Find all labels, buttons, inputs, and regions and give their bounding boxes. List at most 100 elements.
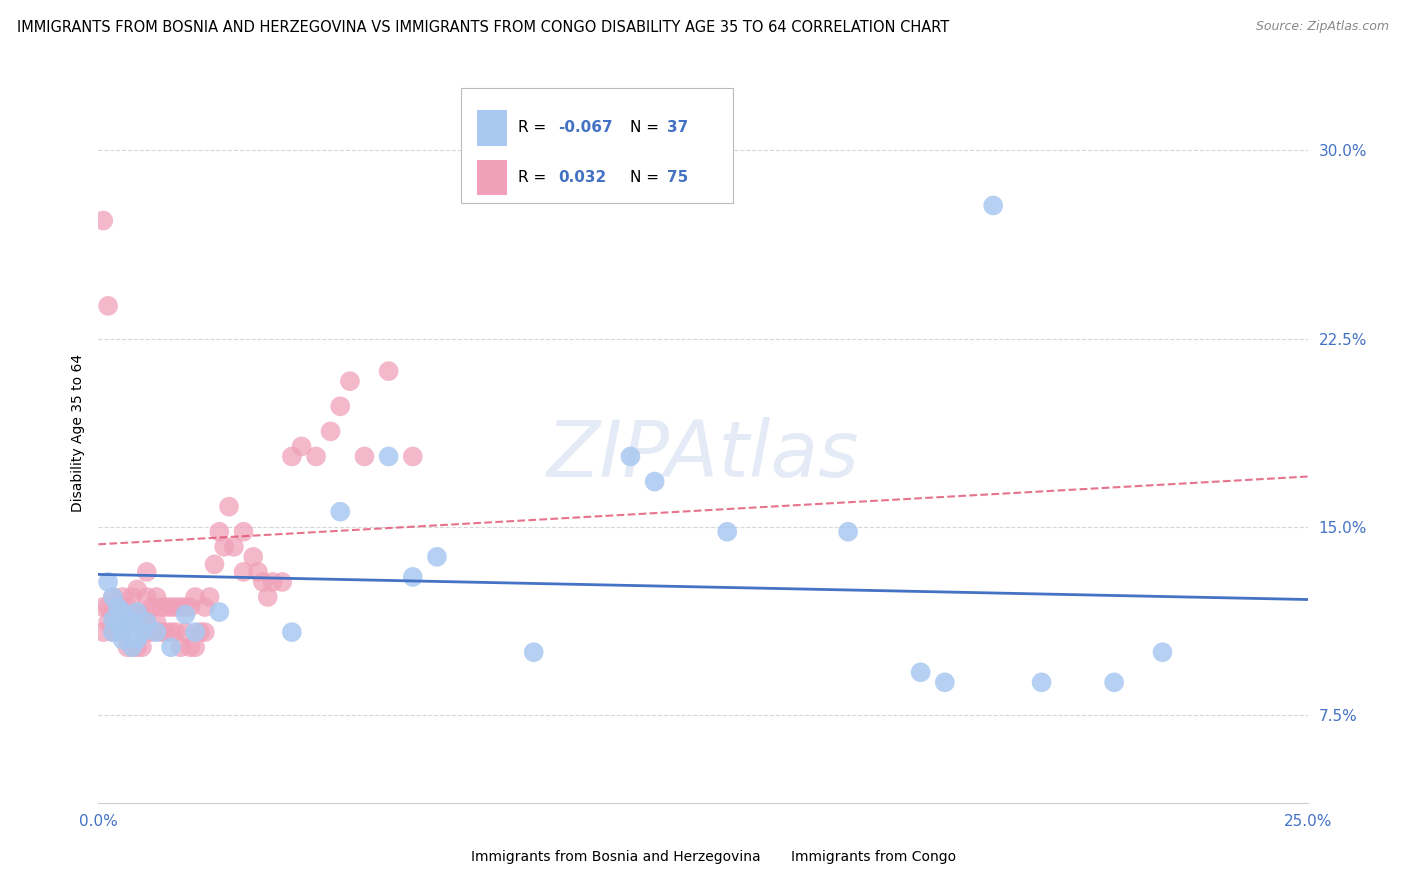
Point bbox=[426, 549, 449, 564]
Point bbox=[981, 198, 1004, 212]
Point bbox=[145, 615, 167, 629]
Point bbox=[160, 640, 183, 655]
Point bbox=[281, 625, 304, 640]
Point bbox=[107, 615, 129, 629]
Point bbox=[117, 615, 139, 629]
Point bbox=[111, 605, 134, 619]
FancyBboxPatch shape bbox=[461, 88, 734, 203]
Point bbox=[97, 299, 120, 313]
Point bbox=[184, 640, 207, 655]
Text: 75: 75 bbox=[666, 169, 688, 185]
Point bbox=[131, 640, 153, 655]
Point bbox=[155, 625, 177, 640]
Point bbox=[934, 675, 956, 690]
Point bbox=[184, 590, 207, 604]
Point bbox=[131, 625, 153, 640]
FancyBboxPatch shape bbox=[477, 110, 508, 145]
Point bbox=[232, 524, 254, 539]
Point bbox=[402, 570, 425, 584]
Point bbox=[1152, 645, 1174, 659]
Point bbox=[127, 640, 149, 655]
Point bbox=[91, 625, 114, 640]
Text: ZIPAtlas: ZIPAtlas bbox=[547, 417, 859, 493]
Point bbox=[179, 640, 201, 655]
Point bbox=[339, 374, 361, 388]
Point bbox=[281, 450, 304, 464]
Point bbox=[165, 625, 187, 640]
Point bbox=[232, 565, 254, 579]
Point bbox=[135, 607, 157, 622]
Point bbox=[127, 632, 149, 647]
Point bbox=[97, 615, 120, 629]
Point bbox=[127, 607, 149, 622]
Point bbox=[121, 640, 143, 655]
Text: -0.067: -0.067 bbox=[558, 120, 613, 135]
Point bbox=[319, 425, 342, 439]
Point bbox=[174, 625, 197, 640]
Text: Immigrants from Bosnia and Herzegovina: Immigrants from Bosnia and Herzegovina bbox=[471, 850, 761, 863]
Point bbox=[107, 615, 129, 629]
Point bbox=[131, 607, 153, 622]
Point bbox=[121, 615, 143, 629]
Point bbox=[97, 600, 120, 615]
Point bbox=[127, 582, 149, 597]
Point bbox=[101, 625, 124, 640]
Point bbox=[117, 615, 139, 629]
Text: IMMIGRANTS FROM BOSNIA AND HERZEGOVINA VS IMMIGRANTS FROM CONGO DISABILITY AGE 3: IMMIGRANTS FROM BOSNIA AND HERZEGOVINA V… bbox=[17, 20, 949, 35]
Text: 37: 37 bbox=[666, 120, 688, 135]
Point bbox=[150, 600, 173, 615]
Point bbox=[222, 540, 245, 554]
Point bbox=[523, 645, 546, 659]
Point bbox=[619, 450, 641, 464]
Point bbox=[145, 590, 167, 604]
Point bbox=[101, 590, 124, 604]
Point bbox=[242, 549, 264, 564]
Y-axis label: Disability Age 35 to 64: Disability Age 35 to 64 bbox=[70, 353, 84, 512]
Point bbox=[121, 590, 143, 604]
Point bbox=[91, 213, 114, 227]
Point bbox=[194, 625, 217, 640]
Point bbox=[198, 590, 221, 604]
Point bbox=[101, 625, 124, 640]
Point bbox=[329, 505, 352, 519]
Point bbox=[247, 565, 270, 579]
Text: Immigrants from Congo: Immigrants from Congo bbox=[792, 850, 956, 863]
Point bbox=[716, 524, 738, 539]
Point bbox=[194, 600, 217, 615]
Point bbox=[101, 590, 124, 604]
Point bbox=[174, 600, 197, 615]
Text: Source: ZipAtlas.com: Source: ZipAtlas.com bbox=[1256, 20, 1389, 33]
Point bbox=[97, 574, 120, 589]
Point bbox=[117, 640, 139, 655]
Point bbox=[377, 364, 399, 378]
Point bbox=[208, 605, 231, 619]
Point bbox=[111, 632, 134, 647]
Text: R =: R = bbox=[517, 120, 551, 135]
Point bbox=[169, 640, 191, 655]
Point bbox=[107, 600, 129, 615]
Point bbox=[290, 439, 312, 453]
Point bbox=[1102, 675, 1125, 690]
Point bbox=[111, 625, 134, 640]
Point bbox=[910, 665, 932, 680]
Point bbox=[121, 615, 143, 629]
Point bbox=[111, 590, 134, 604]
Point bbox=[111, 607, 134, 622]
Point bbox=[208, 524, 231, 539]
Point bbox=[837, 524, 859, 539]
Point bbox=[644, 475, 666, 489]
Point bbox=[135, 625, 157, 640]
Point bbox=[179, 600, 201, 615]
Point bbox=[121, 640, 143, 655]
Point bbox=[155, 600, 177, 615]
Point bbox=[169, 600, 191, 615]
Point bbox=[305, 450, 328, 464]
Point bbox=[141, 600, 163, 615]
Text: R =: R = bbox=[517, 169, 551, 185]
Point bbox=[141, 625, 163, 640]
Point bbox=[135, 590, 157, 604]
Text: 0.032: 0.032 bbox=[558, 169, 606, 185]
Point bbox=[111, 625, 134, 640]
Text: N =: N = bbox=[630, 120, 664, 135]
Point bbox=[135, 565, 157, 579]
